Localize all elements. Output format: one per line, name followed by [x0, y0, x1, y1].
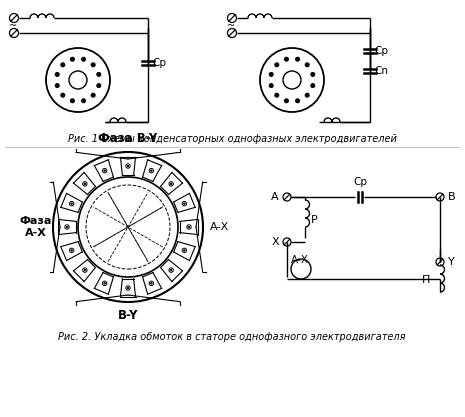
Circle shape: [92, 63, 95, 67]
Circle shape: [97, 73, 100, 76]
Circle shape: [71, 58, 74, 61]
Circle shape: [61, 63, 65, 67]
Circle shape: [275, 63, 279, 67]
Text: Рис. 1 Схемы конденсаторных однофазных электродвигателей: Рис. 1 Схемы конденсаторных однофазных э…: [67, 134, 397, 144]
Circle shape: [84, 270, 86, 271]
Circle shape: [184, 203, 185, 204]
Circle shape: [84, 183, 86, 184]
Text: П: П: [422, 275, 430, 285]
Text: Фаза B-Y: Фаза B-Y: [99, 132, 158, 145]
Circle shape: [151, 170, 152, 171]
Circle shape: [269, 73, 273, 76]
Text: А-Х: А-Х: [291, 255, 309, 265]
Text: Cp: Cp: [374, 46, 388, 56]
Text: Рис. 2. Укладка обмоток в статоре однофазного электродвигателя: Рис. 2. Укладка обмоток в статоре однофа…: [58, 332, 406, 342]
Circle shape: [269, 84, 273, 88]
Circle shape: [55, 73, 59, 76]
Text: A: A: [272, 192, 279, 202]
Circle shape: [55, 84, 59, 88]
Circle shape: [296, 58, 299, 61]
Circle shape: [92, 93, 95, 97]
Text: B: B: [448, 192, 456, 202]
Circle shape: [104, 170, 105, 171]
Text: P: P: [311, 214, 318, 224]
Circle shape: [311, 84, 314, 88]
Circle shape: [82, 58, 86, 61]
Circle shape: [171, 270, 172, 271]
Circle shape: [127, 287, 128, 289]
Circle shape: [66, 226, 67, 228]
Text: ~: ~: [9, 20, 17, 30]
Text: А-Х: А-Х: [210, 222, 230, 232]
Circle shape: [311, 73, 314, 76]
Text: Cn: Cn: [374, 66, 388, 76]
Circle shape: [184, 250, 185, 251]
Circle shape: [306, 63, 309, 67]
Text: Cp: Cp: [353, 177, 367, 187]
Circle shape: [104, 283, 105, 284]
Text: Cp: Cp: [152, 58, 166, 68]
Circle shape: [82, 99, 86, 103]
Circle shape: [306, 93, 309, 97]
Circle shape: [71, 250, 72, 251]
Circle shape: [151, 283, 152, 284]
Circle shape: [61, 93, 65, 97]
Text: Фаза
А-Х: Фаза А-Х: [20, 216, 52, 238]
Circle shape: [296, 99, 299, 103]
Circle shape: [188, 226, 190, 228]
Text: B-Y: B-Y: [118, 309, 138, 322]
Circle shape: [275, 93, 279, 97]
Circle shape: [71, 99, 74, 103]
Circle shape: [71, 203, 72, 204]
Circle shape: [285, 58, 288, 61]
Text: ~: ~: [227, 20, 235, 30]
Text: Y: Y: [448, 257, 455, 267]
Circle shape: [285, 99, 288, 103]
Text: X: X: [272, 237, 279, 247]
Circle shape: [171, 183, 172, 184]
Circle shape: [97, 84, 100, 88]
